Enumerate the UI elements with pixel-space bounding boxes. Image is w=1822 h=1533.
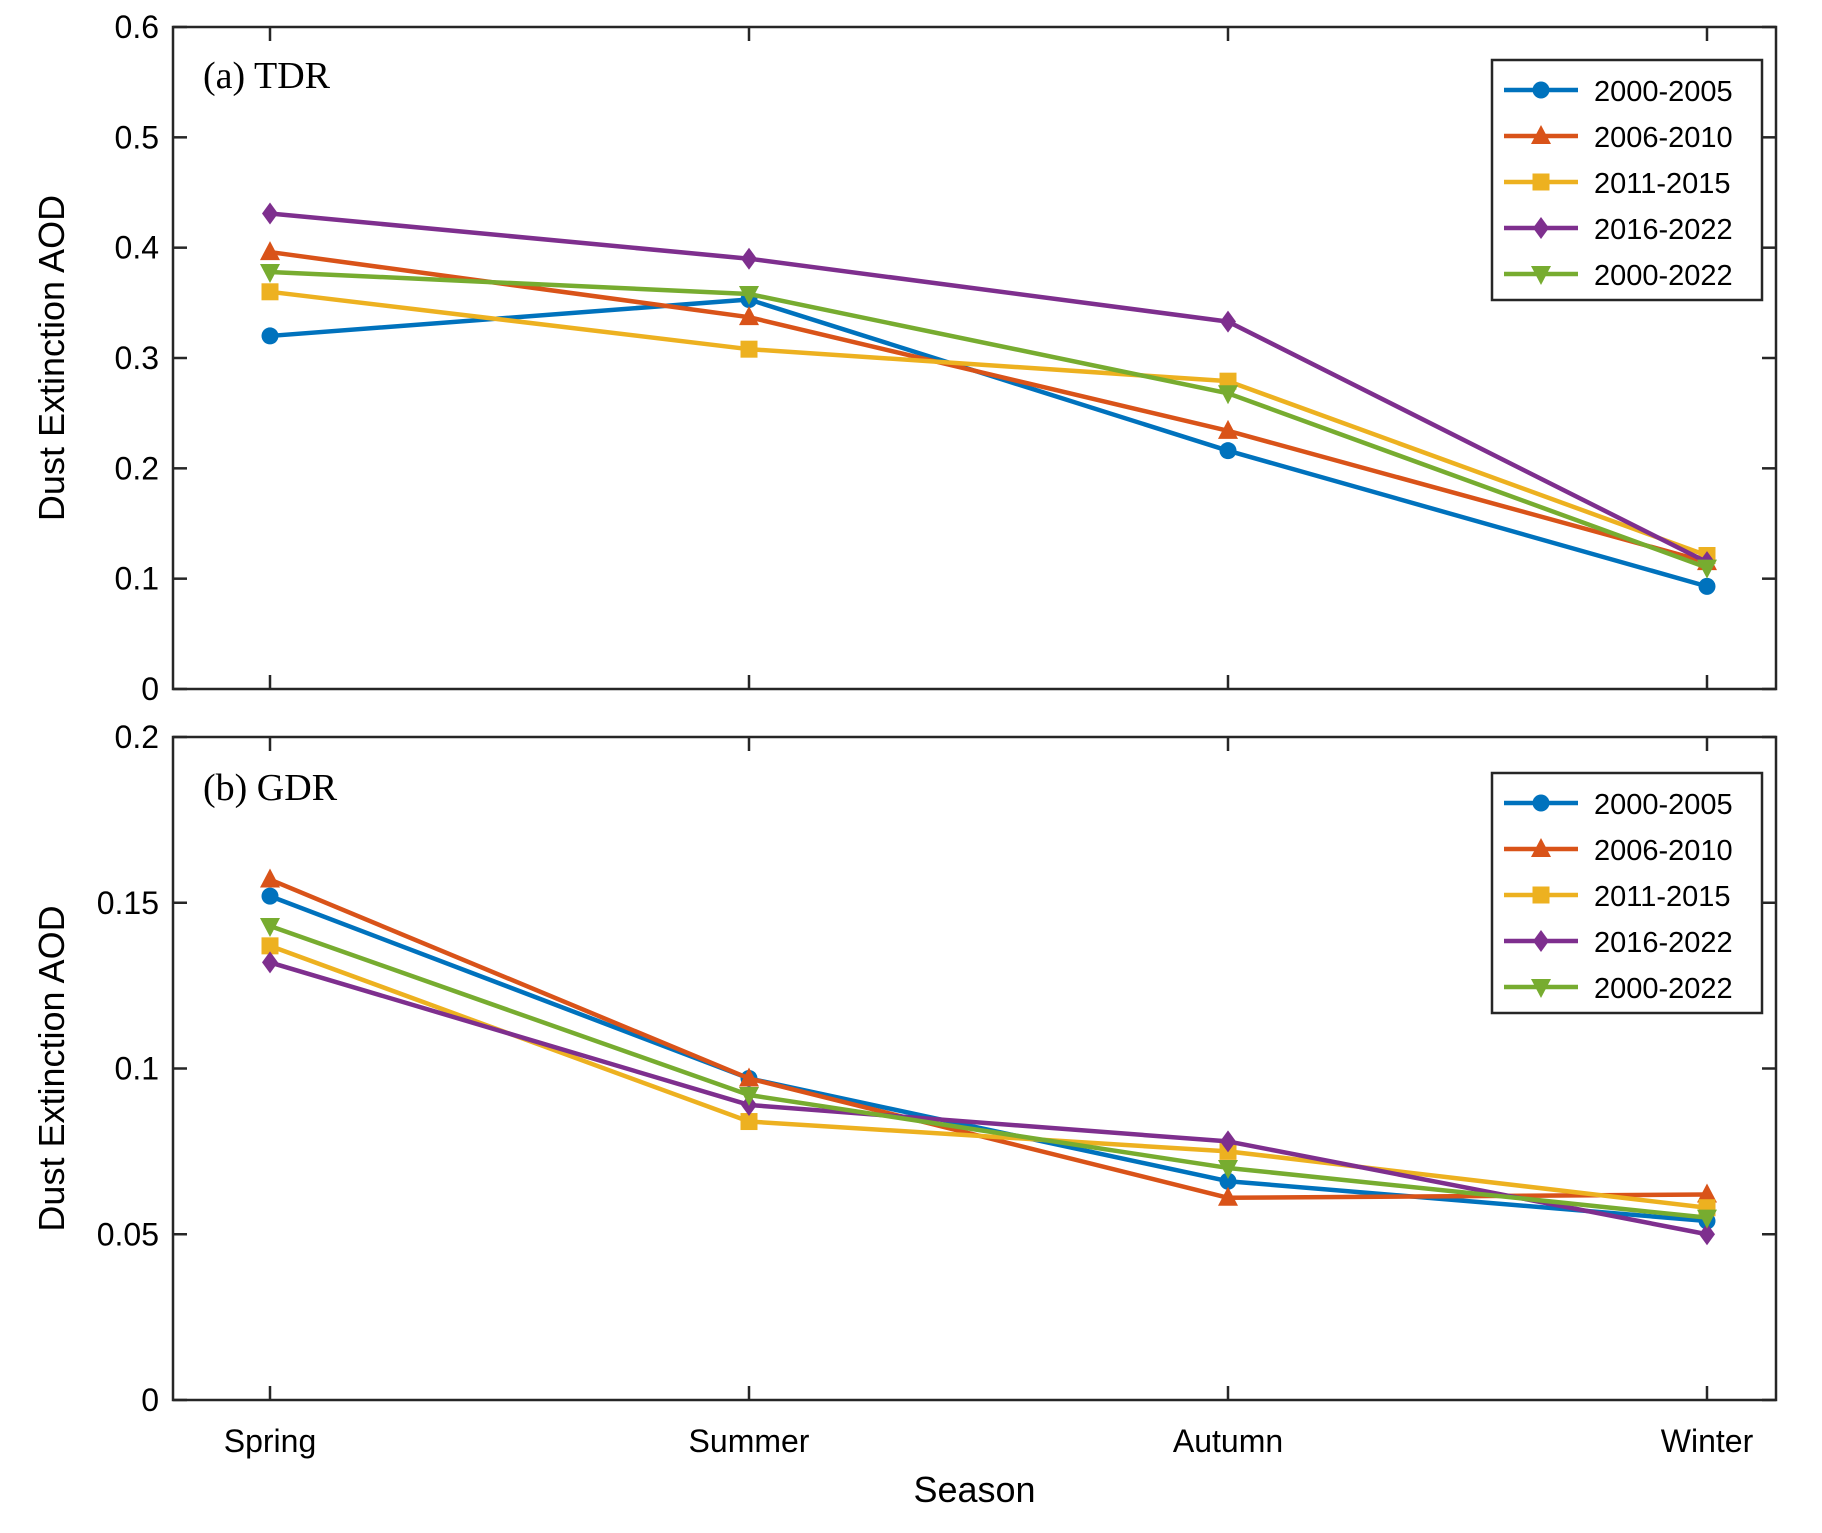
x-tick-label: Spring <box>224 1423 317 1459</box>
x-tick-label: Summer <box>689 1423 810 1459</box>
y-tick-label: 0.1 <box>115 1051 159 1087</box>
data-point <box>739 1067 759 1087</box>
series-line <box>269 960 1708 1237</box>
y-tick-label: 0.6 <box>115 9 159 45</box>
y-tick-label: 0.3 <box>115 340 159 376</box>
y-axis-label: Dust Extinction AOD <box>31 195 72 521</box>
data-point <box>739 306 759 326</box>
data-point <box>1218 419 1238 439</box>
data-point <box>262 202 278 225</box>
series-2 <box>261 283 1716 564</box>
legend-entry-label: 2016-2022 <box>1594 927 1733 959</box>
series-line <box>269 269 1708 570</box>
y-axis-label: Dust Extinction AOD <box>31 905 72 1231</box>
y-tick-label: 0.15 <box>97 885 159 921</box>
data-point <box>260 917 280 937</box>
y-tick-label: 0 <box>141 1382 159 1418</box>
y-tick-label: 0 <box>141 671 159 707</box>
legend-entry-label: 2006-2010 <box>1594 122 1733 154</box>
data-point <box>261 937 279 955</box>
y-tick-label: 0.4 <box>115 230 159 266</box>
data-point <box>1220 1130 1236 1153</box>
data-point <box>261 283 279 301</box>
data-point <box>1697 559 1717 579</box>
series-3 <box>262 951 1715 1246</box>
x-tick-label: Autumn <box>1173 1423 1283 1459</box>
data-point <box>739 1087 759 1107</box>
data-point <box>1697 1183 1717 1203</box>
legend: 2000-2005 2006-2010 2011-2015 2016-2022 2000… <box>1490 58 1764 302</box>
legend-entry-label: 2011-2015 <box>1594 881 1731 913</box>
chart-panel-0: 0 0.1 0.2 0.3 0.4 0.5 0.6 Dust Extinction AOD (a… <box>31 9 1778 707</box>
x-tick-label: Winter <box>1661 1423 1754 1459</box>
legend-swatch-marker <box>1531 125 1551 144</box>
legend: 2000-2005 2006-2010 2011-2015 2016-2022 2000… <box>1490 771 1764 1015</box>
y-tick-label: 0.2 <box>115 719 159 755</box>
legend-entry-label: 2016-2022 <box>1594 214 1733 246</box>
data-point <box>740 340 758 358</box>
x-axis-label: Season <box>913 1469 1035 1510</box>
legend-entry-label: 2006-2010 <box>1594 835 1733 867</box>
data-point <box>1218 1186 1238 1206</box>
legend-swatch-marker <box>1531 979 1551 998</box>
data-point <box>741 247 757 270</box>
legend-swatch-marker <box>1533 930 1549 952</box>
legend-swatch-marker <box>1531 838 1551 857</box>
legend-swatch-marker <box>1532 173 1550 191</box>
legend-swatch-marker <box>1532 794 1550 812</box>
legend-swatch-marker <box>1532 81 1550 99</box>
legend-swatch-marker <box>1531 266 1551 285</box>
data-point <box>1698 577 1716 595</box>
legend-entry-label: 2000-2022 <box>1594 260 1733 292</box>
series-0 <box>261 291 1716 595</box>
data-point <box>1699 1223 1715 1246</box>
y-tick-label: 0.1 <box>115 561 159 597</box>
data-point <box>261 887 279 905</box>
legend-entry-label: 2000-2005 <box>1594 76 1733 108</box>
data-point <box>260 241 280 261</box>
legend-entry-label: 2000-2005 <box>1594 789 1733 821</box>
legend-swatch-marker <box>1532 886 1550 904</box>
y-tick-label: 0.2 <box>115 450 159 486</box>
legend-entry-label: 2000-2022 <box>1594 973 1733 1005</box>
chart-panel-1: 0 0.05 0.1 0.15 0.2 Dust Extinction AOD (b) GD… <box>31 719 1778 1510</box>
data-point <box>740 1113 758 1131</box>
panel-title: (a) TDR <box>203 55 331 97</box>
data-point <box>1218 1159 1238 1179</box>
legend-entry-label: 2011-2015 <box>1594 168 1731 200</box>
data-point <box>260 263 280 283</box>
data-point <box>261 327 279 345</box>
data-point <box>262 951 278 974</box>
panel-title: (b) GDR <box>203 767 338 809</box>
data-point <box>260 868 280 888</box>
series-line <box>269 211 1709 565</box>
y-tick-label: 0.05 <box>97 1216 159 1252</box>
legend-swatch-marker <box>1533 217 1549 239</box>
y-tick-label: 0.5 <box>115 119 159 155</box>
data-point <box>1219 442 1237 460</box>
data-point <box>1219 1172 1237 1190</box>
series-line <box>269 923 1708 1220</box>
series-4 <box>260 917 1717 1229</box>
data-point <box>1218 385 1238 405</box>
series-line <box>269 289 1708 558</box>
data-point <box>1697 1209 1717 1229</box>
data-point <box>1220 310 1236 333</box>
data-point <box>739 286 759 306</box>
series-4 <box>260 263 1717 579</box>
